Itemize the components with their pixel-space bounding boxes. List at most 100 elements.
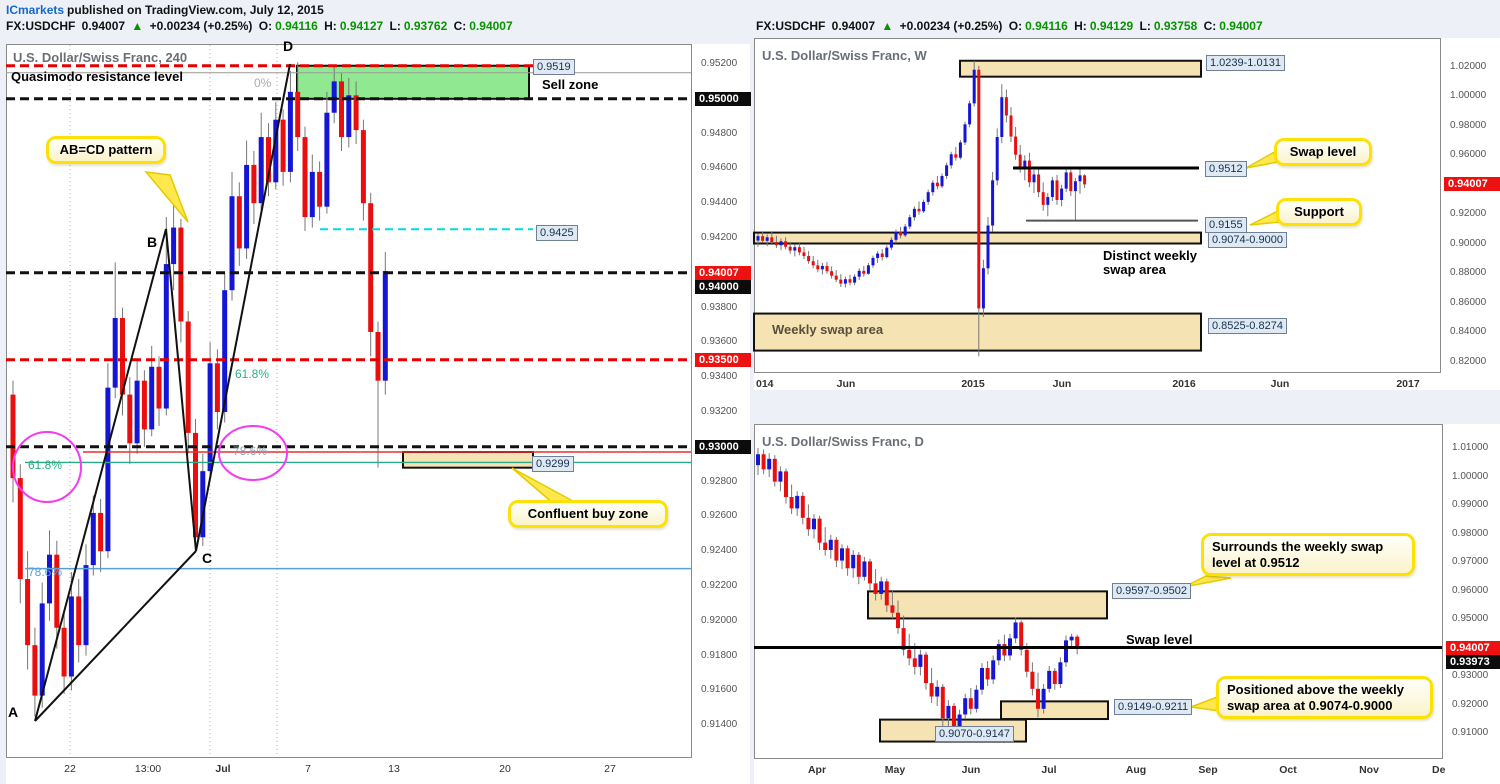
candle-down — [1037, 174, 1041, 193]
candle-down — [1014, 136, 1018, 155]
candlestick-plot-daily — [754, 424, 1443, 759]
y-tick: 0.95200 — [701, 58, 738, 69]
candle-down — [848, 279, 852, 283]
candle-up — [258, 137, 264, 204]
candle-up — [940, 175, 944, 187]
candle-up — [995, 137, 999, 181]
y-tick: 0.96000 — [1452, 584, 1489, 596]
candle-down — [929, 683, 934, 697]
weekly-resistance-zone — [959, 59, 1202, 78]
candle-up — [1060, 188, 1064, 200]
candle-down — [899, 231, 903, 236]
candle-up — [1041, 688, 1046, 709]
candle-down — [806, 517, 811, 530]
candle-up — [149, 366, 155, 430]
symbol-name: FX:USDCHF — [6, 19, 76, 33]
candle-up — [779, 241, 783, 246]
candle-up — [903, 226, 907, 236]
candle-up — [946, 705, 951, 719]
candle-up — [980, 668, 984, 690]
y-tick: 0.94400 — [701, 197, 738, 209]
candle-down — [830, 271, 834, 276]
candle-down — [839, 279, 843, 284]
candle-down — [952, 705, 956, 731]
candle-up — [879, 581, 884, 594]
x-tick: 22 — [64, 763, 76, 775]
price-label: 1.0239-1.0131 — [1206, 55, 1285, 71]
candle-up — [1058, 662, 1063, 684]
y-tick: 0.94200 — [701, 232, 738, 243]
price-change: +0.00234 (+0.25%) — [899, 19, 1003, 33]
price-label: 0.9074-0.9000 — [1208, 232, 1287, 248]
price-badge: 0.94007 — [1444, 177, 1500, 191]
candle-down — [797, 247, 801, 253]
callout-line: Confluent buy zone — [527, 506, 649, 521]
price-label: 0.9597-0.9502 — [1112, 583, 1191, 599]
y-tick: 0.93400 — [701, 371, 738, 383]
candle-down — [817, 518, 822, 543]
pattern-line — [34, 550, 197, 722]
candle-down — [317, 171, 323, 207]
annotation-text: 61.8% — [235, 367, 270, 381]
candle-down — [977, 69, 981, 309]
candle-down — [375, 331, 381, 381]
x-tick: Jun — [1270, 378, 1290, 390]
up-arrow-icon: ▲ — [131, 19, 144, 33]
candle-up — [222, 290, 228, 412]
candle-up — [963, 124, 967, 143]
last-price: 0.94007 — [831, 19, 876, 33]
low-value: 0.93758 — [1153, 19, 1198, 33]
candle-down — [1052, 670, 1057, 684]
candle-up — [820, 265, 824, 270]
x-tick: 014 — [756, 378, 774, 390]
candle-down — [884, 581, 889, 606]
candle-up — [945, 165, 949, 176]
candle-up — [1064, 172, 1068, 189]
candle-up — [287, 91, 293, 172]
candle-down — [907, 649, 912, 659]
daily-swap-zone-mid — [1000, 700, 1109, 721]
candle-up — [756, 454, 760, 466]
candle-down — [1036, 688, 1040, 709]
candle-down — [1024, 649, 1029, 672]
annotation-text: swap area — [1103, 262, 1166, 277]
x-tick: 2017 — [1396, 378, 1420, 390]
x-tick: Jun — [836, 378, 856, 390]
candle-down — [1041, 192, 1045, 205]
price-badge: 0.93000 — [695, 440, 751, 454]
y-tick: 0.97000 — [1452, 556, 1489, 567]
candle-up — [756, 236, 760, 241]
callout-line: Swap level — [1289, 144, 1357, 159]
pattern-point-B: B — [147, 234, 158, 250]
x-tick: 27 — [604, 763, 616, 775]
x-tick: Jul — [1041, 764, 1057, 776]
candle-down — [772, 458, 777, 482]
candle-up — [912, 208, 916, 218]
chart-title-daily: U.S. Dollar/Swiss Franc, D — [762, 434, 924, 449]
candle-down — [185, 321, 191, 433]
candle-up — [996, 644, 1001, 661]
y-tick: 0.94600 — [701, 162, 738, 174]
chart-panel-daily: U.S. Dollar/Swiss Franc, D Swap level 0.95… — [754, 424, 1500, 784]
candle-up — [853, 276, 857, 283]
candle-down — [834, 275, 838, 280]
y-tick: 0.96000 — [1450, 149, 1487, 160]
candle-up — [840, 548, 844, 561]
x-tick: 20 — [499, 763, 511, 775]
fib-confluence-circle — [12, 431, 82, 503]
candle-down — [1027, 160, 1031, 183]
candle-down — [214, 363, 220, 412]
icmarkets-link[interactable]: ICmarkets — [6, 3, 65, 17]
candle-up — [828, 539, 833, 551]
candle-up — [163, 264, 169, 409]
candle-down — [17, 478, 23, 580]
price-label: 0.9149-0.9211 — [1114, 699, 1193, 715]
close-label: C: — [453, 19, 467, 33]
candle-down — [61, 627, 67, 677]
candle-down — [54, 554, 60, 628]
candle-up — [926, 192, 930, 202]
y-tick: 1.02000 — [1450, 60, 1487, 72]
price-label: 0.8525-0.8274 — [1208, 318, 1287, 334]
candle-down — [10, 394, 16, 479]
candle-up — [171, 227, 177, 265]
